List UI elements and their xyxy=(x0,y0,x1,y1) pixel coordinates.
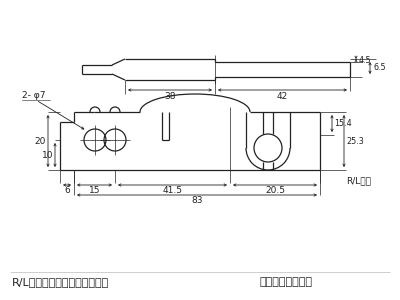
Text: 2- φ7: 2- φ7 xyxy=(22,91,46,100)
Text: 25.3: 25.3 xyxy=(346,136,364,146)
Text: 20: 20 xyxy=(35,136,46,146)
Text: ユニクロメッキ付: ユニクロメッキ付 xyxy=(260,277,313,287)
Text: 15.4: 15.4 xyxy=(334,119,352,128)
Text: 41.5: 41.5 xyxy=(162,186,182,195)
Text: 42: 42 xyxy=(277,92,288,101)
Text: 6.5: 6.5 xyxy=(373,64,386,73)
Text: 20.5: 20.5 xyxy=(265,186,285,195)
Text: 10: 10 xyxy=(42,151,53,160)
Text: R/Lセットでご注文ください。: R/Lセットでご注文ください。 xyxy=(12,277,109,287)
Text: 4.5: 4.5 xyxy=(359,56,372,65)
Text: 15: 15 xyxy=(89,186,100,195)
Text: 83: 83 xyxy=(191,196,203,205)
Text: 38: 38 xyxy=(164,92,176,101)
Text: 6: 6 xyxy=(64,186,70,195)
Text: R/Lあり: R/Lあり xyxy=(346,176,371,185)
